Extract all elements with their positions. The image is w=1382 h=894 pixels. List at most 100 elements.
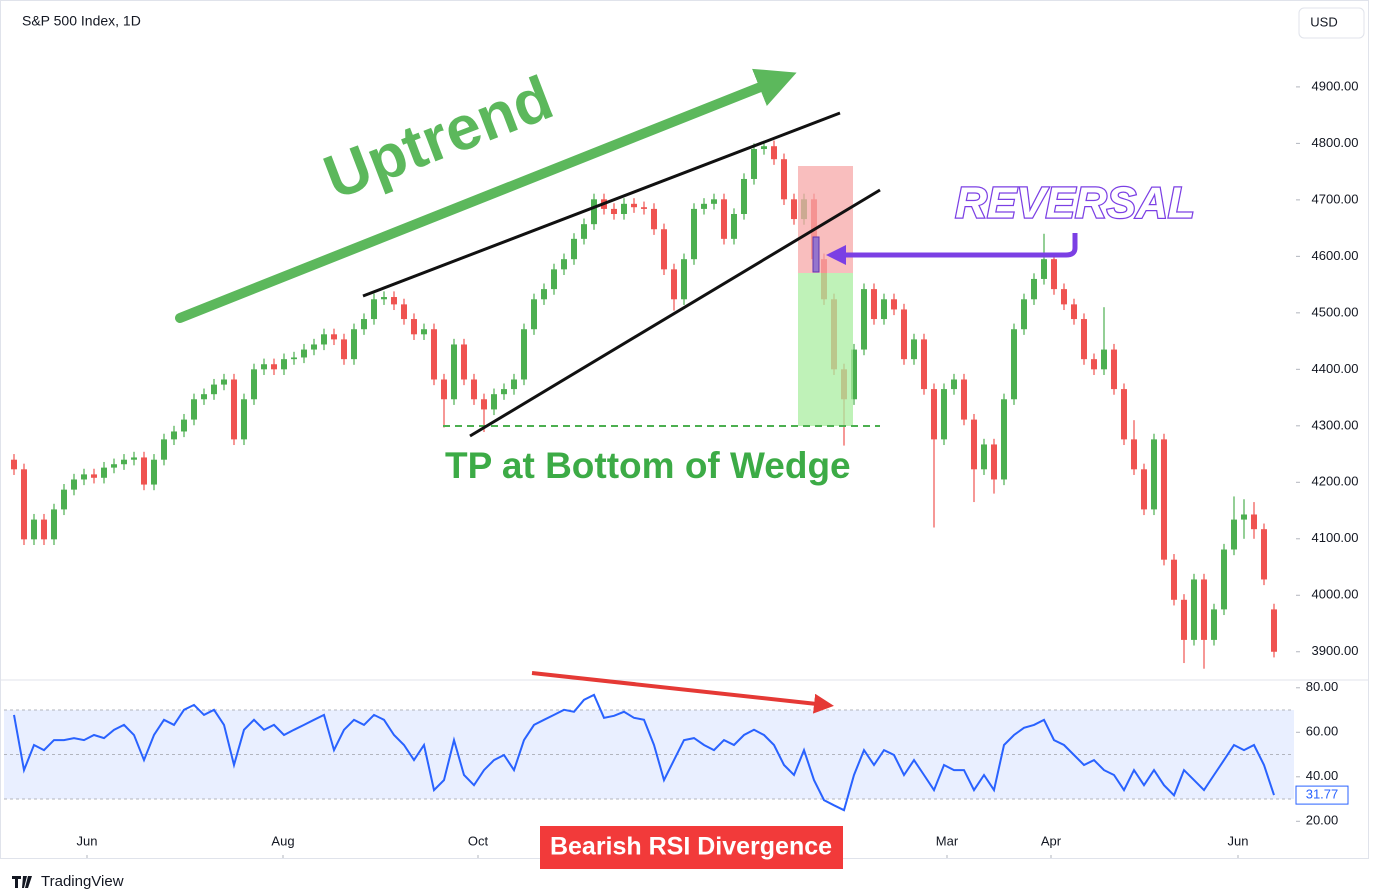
candle-body (1061, 289, 1067, 305)
price-pane: 3900.00 4000.00 4100.00 4200.00 4300.00 4400.… (11, 78, 1359, 858)
candle-body (871, 289, 877, 320)
candle-body (421, 329, 427, 335)
candle-body (361, 319, 367, 330)
candle-body (301, 349, 307, 358)
candle-body (911, 339, 917, 360)
candle-body (751, 149, 757, 179)
candle-body (951, 379, 957, 390)
candle-body (991, 444, 997, 480)
logo-mark (12, 876, 32, 888)
rsi-line (13, 693, 1275, 812)
wedge-upper (362, 111, 841, 298)
candle-body (781, 159, 787, 200)
candle-body (401, 304, 407, 320)
candle-body (1001, 399, 1007, 480)
candle-body (1241, 514, 1247, 520)
candle-body (271, 364, 277, 370)
candle-body (1081, 319, 1087, 360)
candle-body (681, 259, 687, 300)
uptrend-label: Uptrend (315, 63, 562, 213)
candle-body (931, 389, 937, 440)
candle-body (891, 299, 897, 310)
candle-body (701, 203, 707, 209)
candle-body (201, 394, 207, 400)
candle-body (391, 297, 397, 305)
currency-box (1298, 7, 1365, 39)
candle-body (561, 259, 567, 270)
divergence-label: Bearish RSI Divergence (550, 833, 832, 861)
candle-body (411, 319, 417, 335)
candle-body (741, 178, 747, 214)
chart-title: S&P 500 Index, 1D (22, 13, 141, 29)
candle-body (41, 519, 47, 540)
target-zone (798, 273, 853, 426)
reversal-label: REVERSAL (955, 179, 1195, 228)
candle-body (181, 419, 187, 432)
candle-body (161, 439, 167, 460)
candle-body (861, 289, 867, 350)
candle-body (1181, 599, 1187, 640)
candle-body (711, 199, 717, 204)
candle-body (731, 213, 737, 239)
signal-marker (812, 236, 820, 273)
candle-body (761, 146, 767, 150)
candle-body (651, 208, 657, 230)
candle-body (1271, 609, 1277, 652)
candle-body (491, 394, 497, 410)
uptrend-arrow (175, 68, 797, 323)
candle-body (1051, 259, 1057, 290)
divergence-arrow (531, 671, 834, 714)
candle-body (581, 224, 587, 239)
rsi-last-box (1295, 785, 1349, 805)
candle-body (481, 399, 487, 410)
candle-body (451, 344, 457, 400)
candle-body (1251, 514, 1257, 530)
y-tick-label: 4000.00 (1312, 587, 1359, 602)
candle-body (471, 379, 477, 400)
candle-body (901, 309, 907, 360)
candle-body (101, 467, 107, 478)
candle-body (1201, 579, 1207, 640)
candle-body (641, 207, 647, 209)
y-tick-label: 4600.00 (1312, 248, 1359, 263)
candle-body (191, 399, 197, 420)
currency: USD (1310, 14, 1337, 29)
candle-body (921, 339, 927, 390)
candle-body (261, 364, 267, 370)
candle-body (771, 146, 777, 160)
candle-body (1101, 349, 1107, 370)
candle-body (631, 203, 637, 208)
x-tick-label: Aug (271, 833, 294, 848)
candle-body (551, 269, 557, 290)
rsi-y-tick-label: 40.00 (1306, 768, 1339, 783)
y-tick-label: 3900.00 (1312, 643, 1359, 658)
candle-body (1091, 359, 1097, 370)
candle-body (591, 199, 597, 225)
candle-body (171, 431, 177, 440)
candle-body (1261, 529, 1267, 580)
candle-body (1211, 609, 1217, 640)
candle-body (231, 379, 237, 440)
x-tick-label: Oct (468, 833, 489, 848)
x-tick-label: Jun (77, 833, 98, 848)
candle-body (501, 389, 507, 395)
y-tick-label: 4800.00 (1312, 135, 1359, 150)
candle-body (381, 297, 387, 300)
candle-body (1171, 559, 1177, 600)
candle-body (311, 344, 317, 350)
candle-body (121, 459, 127, 465)
candle-body (1131, 439, 1137, 470)
y-tick-label: 4900.00 (1312, 78, 1359, 93)
candle-body (21, 469, 27, 540)
candle-body (431, 329, 437, 380)
candle-body (341, 339, 347, 360)
candle-body (441, 379, 447, 400)
candle-body (1121, 389, 1127, 440)
candle-body (31, 519, 37, 540)
candle-body (281, 359, 287, 370)
candle-body (1191, 579, 1197, 640)
candle-body (511, 379, 517, 390)
candle-body (151, 459, 157, 485)
